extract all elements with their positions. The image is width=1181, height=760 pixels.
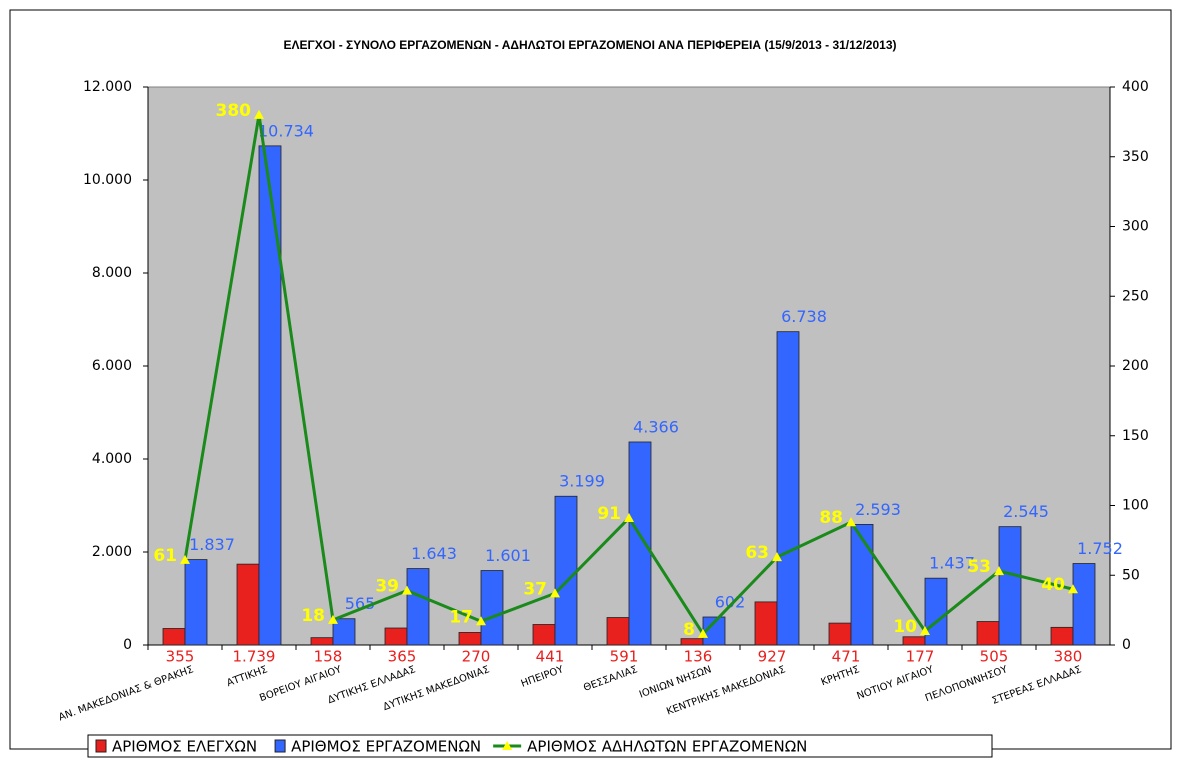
- marker: [624, 513, 634, 523]
- data-label: 1.752: [1077, 539, 1123, 558]
- marker: [920, 626, 930, 636]
- data-label: 505: [980, 648, 1009, 666]
- bar: [1072, 563, 1096, 646]
- y2-tick-label: 0: [1122, 637, 1131, 653]
- legend-label: ΑΡΙΘΜΟΣ ΕΡΓΑΖΟΜΕΝΩΝ: [291, 738, 481, 756]
- y2-tick-label: 200: [1122, 358, 1149, 374]
- bar: [384, 627, 408, 646]
- legend-swatch: [95, 739, 107, 753]
- data-label: 2.593: [855, 500, 901, 519]
- data-label: 8: [683, 620, 695, 640]
- data-label: 37: [523, 579, 547, 599]
- y-tick-label: 8.000: [92, 265, 132, 281]
- data-label: 53: [967, 557, 991, 577]
- y2-tick-label: 250: [1122, 288, 1149, 304]
- marker: [772, 552, 782, 562]
- bar: [828, 622, 852, 646]
- y2-tick-label: 150: [1122, 428, 1149, 444]
- data-label: 1.837: [189, 535, 235, 554]
- y2-tick-label: 100: [1122, 498, 1149, 514]
- data-label: 88: [819, 508, 843, 528]
- data-label: 1.437: [929, 554, 975, 573]
- bar: [628, 441, 652, 646]
- data-label: 136: [684, 648, 713, 666]
- data-label: 39: [375, 577, 399, 597]
- data-label: 6.738: [781, 307, 827, 326]
- legend-label: ΑΡΙΘΜΟΣ ΑΔΗΛΩΤΩΝ ΕΡΓΑΖΟΜΕΝΩΝ: [527, 738, 807, 756]
- bar: [458, 632, 482, 646]
- data-label: 158: [314, 648, 343, 666]
- bar: [554, 495, 578, 646]
- chart-title: ΕΛΕΓΧΟΙ - ΣΥΝΟΛΟ ΕΡΓΑΖΟΜΕΝΩΝ - ΑΔΗΛΩΤΟΙ …: [283, 38, 896, 52]
- data-label: 471: [832, 648, 861, 666]
- data-label: 40: [1041, 575, 1065, 595]
- marker: [698, 628, 708, 638]
- marker: [846, 517, 856, 527]
- data-label: 355: [166, 648, 195, 666]
- data-label: 1.601: [485, 546, 531, 565]
- data-label: 3.199: [559, 472, 605, 491]
- data-label: 17: [449, 607, 473, 627]
- bar: [850, 524, 874, 646]
- data-label: 18: [301, 606, 325, 626]
- data-label: 1.643: [411, 544, 457, 563]
- marker: [180, 554, 190, 564]
- bar: [754, 601, 778, 646]
- y-tick-label: 4.000: [92, 451, 132, 467]
- marker: [476, 616, 486, 626]
- bar: [606, 617, 630, 646]
- bar: [998, 526, 1022, 646]
- data-label: 91: [597, 504, 621, 524]
- marker: [1068, 584, 1078, 594]
- data-label: 565: [345, 594, 376, 613]
- bar: [976, 621, 1000, 646]
- legend-box: [87, 734, 993, 758]
- legend-swatch: [274, 739, 286, 753]
- marker: [328, 614, 338, 624]
- y-tick-label: 6.000: [92, 358, 132, 374]
- data-label: 441: [536, 648, 565, 666]
- marker: [550, 588, 560, 598]
- data-label: 380: [216, 101, 252, 121]
- y-tick-label: 2.000: [92, 544, 132, 560]
- bar: [1050, 626, 1074, 646]
- bar: [776, 331, 800, 646]
- bar: [902, 636, 926, 646]
- marker: [994, 566, 1004, 576]
- bar: [184, 559, 208, 646]
- data-label: 380: [1054, 648, 1083, 666]
- marker: [402, 585, 412, 595]
- bar: [258, 145, 282, 646]
- legend-label: ΑΡΙΘΜΟΣ ΕΛΕΓΧΩΝ: [112, 738, 257, 756]
- legend-marker: [502, 741, 513, 750]
- bar: [310, 637, 334, 646]
- bar: [236, 563, 260, 646]
- data-label: 1.739: [233, 648, 276, 666]
- y2-tick-label: 50: [1122, 567, 1140, 583]
- data-label: 10: [893, 617, 917, 637]
- data-label: 270: [462, 648, 491, 666]
- data-label: 61: [153, 546, 177, 566]
- data-label: 177: [906, 648, 935, 666]
- data-label: 2.545: [1003, 502, 1049, 521]
- data-label: 591: [610, 648, 639, 666]
- y-tick-label: 12.000: [83, 79, 132, 95]
- bar: [406, 568, 430, 646]
- marker: [254, 109, 264, 119]
- y-tick-label: 10.000: [83, 172, 132, 188]
- data-label: 365: [388, 648, 417, 666]
- y2-tick-label: 400: [1122, 79, 1149, 95]
- y2-tick-label: 300: [1122, 219, 1149, 235]
- data-label: 10.734: [258, 121, 314, 140]
- bar: [532, 624, 556, 646]
- data-label: 4.366: [633, 417, 679, 436]
- y2-tick-label: 350: [1122, 149, 1149, 165]
- data-label: 63: [745, 543, 769, 563]
- bar: [162, 628, 186, 646]
- y-tick-label: 0: [123, 637, 132, 653]
- bar: [332, 618, 356, 646]
- data-label: 927: [758, 648, 787, 666]
- bar: [480, 570, 504, 646]
